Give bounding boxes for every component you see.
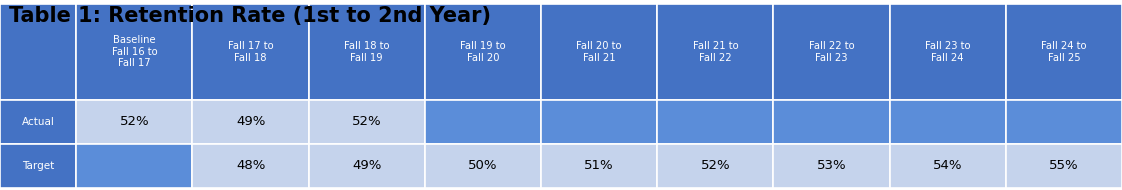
Text: Fall 20 to
Fall 21: Fall 20 to Fall 21 xyxy=(577,41,622,63)
Text: 49%: 49% xyxy=(352,159,381,173)
Bar xyxy=(1005,144,1122,188)
Bar xyxy=(657,100,773,144)
Text: 52%: 52% xyxy=(352,115,381,128)
Text: 51%: 51% xyxy=(585,159,614,173)
Text: 55%: 55% xyxy=(1049,159,1078,173)
Text: Baseline
Fall 16 to
Fall 17: Baseline Fall 16 to Fall 17 xyxy=(111,35,157,68)
Bar xyxy=(425,144,541,188)
Bar xyxy=(76,144,193,188)
Bar xyxy=(309,144,425,188)
Bar xyxy=(657,144,773,188)
Bar xyxy=(0,4,76,100)
Bar xyxy=(890,100,1005,144)
Text: Fall 18 to
Fall 19: Fall 18 to Fall 19 xyxy=(344,41,389,63)
Bar xyxy=(541,100,657,144)
Bar xyxy=(1005,4,1122,100)
Bar xyxy=(193,144,309,188)
Text: 53%: 53% xyxy=(817,159,846,173)
Bar xyxy=(76,4,193,100)
Bar xyxy=(657,4,773,100)
Text: Fall 24 to
Fall 25: Fall 24 to Fall 25 xyxy=(1041,41,1086,63)
Bar xyxy=(425,4,541,100)
Bar xyxy=(890,144,1005,188)
Text: 49%: 49% xyxy=(236,115,265,128)
Bar xyxy=(890,4,1005,100)
Bar xyxy=(0,100,76,144)
Bar xyxy=(773,144,890,188)
Text: Target: Target xyxy=(22,161,54,171)
Bar xyxy=(0,144,76,188)
Text: 48%: 48% xyxy=(236,159,265,173)
Text: Table 1: Retention Rate (1st to 2nd Year): Table 1: Retention Rate (1st to 2nd Year… xyxy=(9,6,491,26)
Text: 52%: 52% xyxy=(700,159,730,173)
Text: Fall 23 to
Fall 24: Fall 23 to Fall 24 xyxy=(925,41,971,63)
Bar xyxy=(773,100,890,144)
Bar xyxy=(309,100,425,144)
Bar xyxy=(1005,100,1122,144)
Text: Fall 17 to
Fall 18: Fall 17 to Fall 18 xyxy=(228,41,274,63)
Bar xyxy=(541,4,657,100)
Bar xyxy=(76,100,193,144)
Text: 52%: 52% xyxy=(120,115,149,128)
Bar xyxy=(309,4,425,100)
Bar xyxy=(541,144,657,188)
Text: Fall 21 to
Fall 22: Fall 21 to Fall 22 xyxy=(692,41,738,63)
Text: Actual: Actual xyxy=(21,117,55,127)
Bar xyxy=(193,100,309,144)
Text: Fall 19 to
Fall 20: Fall 19 to Fall 20 xyxy=(460,41,506,63)
Text: Fall 22 to
Fall 23: Fall 22 to Fall 23 xyxy=(809,41,854,63)
Bar xyxy=(425,100,541,144)
Text: 50%: 50% xyxy=(468,159,498,173)
Bar xyxy=(193,4,309,100)
Text: 54%: 54% xyxy=(934,159,963,173)
Bar xyxy=(773,4,890,100)
